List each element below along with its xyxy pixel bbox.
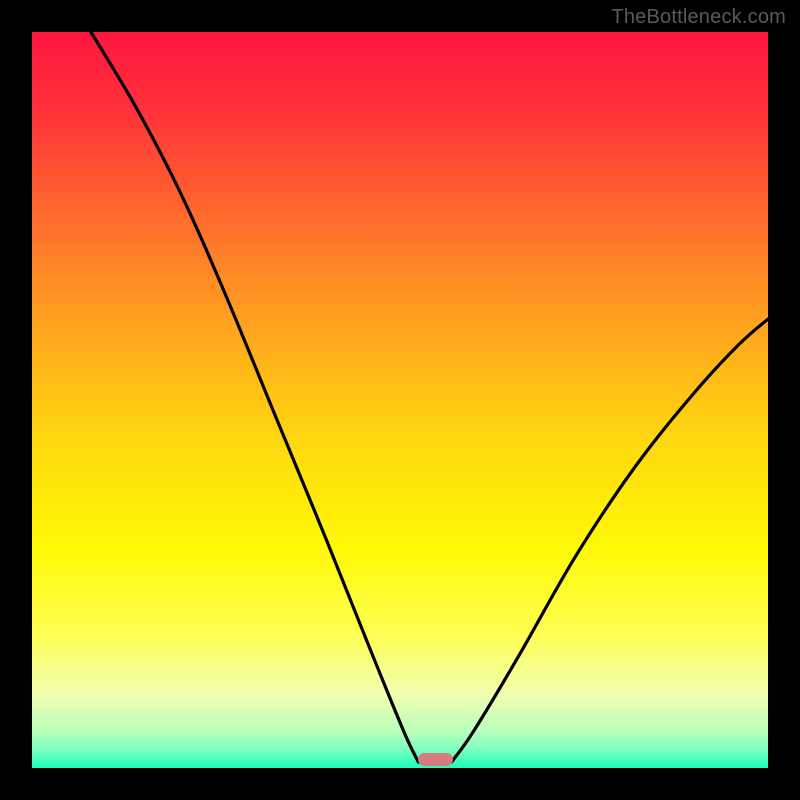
plot-gradient-background xyxy=(32,32,768,768)
plot-frame xyxy=(30,30,770,770)
watermark-text: TheBottleneck.com xyxy=(611,6,786,29)
minimum-marker xyxy=(418,753,453,766)
